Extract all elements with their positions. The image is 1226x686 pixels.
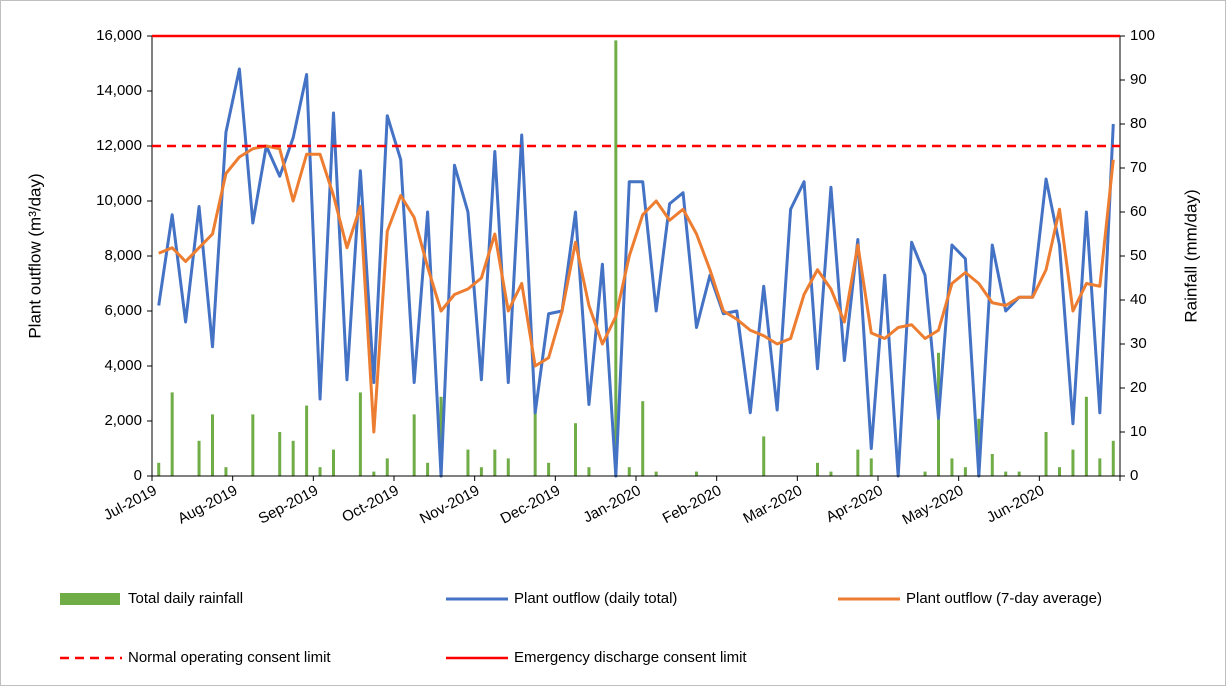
rain-bar (574, 423, 577, 476)
rain-bar (627, 467, 631, 476)
rain-bar (291, 440, 295, 476)
rain-bar (990, 454, 994, 476)
rain-bar (950, 458, 954, 476)
rain-bar (157, 462, 161, 476)
rain-bar (856, 449, 860, 476)
rain-bar (466, 449, 470, 476)
legend-label: Emergency discharge consent limit (514, 649, 747, 666)
y-axis-label: Plant outflow (m³/day) (25, 173, 44, 338)
rain-bar (1084, 396, 1088, 476)
y-tick-label: 16,000 (96, 27, 142, 44)
y2-tick-label: 10 (1130, 423, 1147, 440)
rain-bar (439, 396, 443, 476)
rain-bar (587, 467, 591, 476)
rain-bar (533, 396, 537, 476)
y2-tick-label: 90 (1130, 71, 1147, 88)
rain-bar (224, 467, 228, 476)
y2-tick-label: 20 (1130, 379, 1147, 396)
legend-swatch (60, 593, 120, 605)
rain-bar (506, 458, 510, 476)
y-tick-label: 12,000 (96, 137, 142, 154)
legend-label: Total daily rainfall (128, 590, 243, 607)
legend-label: Plant outflow (daily total) (514, 590, 677, 607)
y2-axis-label: Rainfall (mm/day) (1181, 189, 1200, 322)
rain-bar (493, 449, 497, 476)
rain-bar (1058, 467, 1061, 476)
rain-bar (614, 40, 618, 477)
rain-bar (278, 432, 282, 476)
rain-bar (977, 418, 981, 476)
rain-bar (641, 401, 645, 476)
y2-tick-label: 50 (1130, 247, 1147, 264)
y2-tick-label: 40 (1130, 291, 1147, 308)
outflow-line (158, 144, 1115, 434)
rain-bar (372, 471, 376, 476)
rain-bar (547, 462, 551, 476)
rain-bar (816, 462, 819, 476)
rain-bar (251, 414, 255, 476)
rain-bar (1044, 432, 1048, 476)
rain-bar (170, 392, 174, 476)
rain-bar (762, 436, 766, 476)
rain-bar (1071, 449, 1075, 476)
rain-bar (654, 471, 658, 476)
rain-bar (305, 405, 309, 476)
rain-bar (358, 392, 362, 476)
legend-label: Plant outflow (7-day average) (906, 590, 1102, 607)
y2-tick-label: 100 (1130, 27, 1155, 44)
y2-tick-label: 30 (1130, 335, 1147, 352)
rain-bar (426, 462, 430, 476)
rain-bar (923, 471, 927, 476)
rain-bar (963, 467, 967, 476)
y2-tick-label: 80 (1130, 115, 1147, 132)
rain-bar (1098, 458, 1102, 476)
rain-bar (1017, 471, 1021, 476)
rain-bar (1111, 440, 1115, 476)
rain-bar (412, 414, 416, 476)
rain-bar (211, 414, 214, 476)
y-tick-label: 6,000 (104, 302, 142, 319)
rain-bar (197, 440, 201, 476)
rain-bar (332, 449, 335, 476)
y-tick-label: 4,000 (104, 357, 142, 374)
y2-tick-label: 0 (1130, 467, 1138, 484)
y-tick-label: 2,000 (104, 412, 142, 429)
rain-bar (829, 471, 833, 476)
rain-bar (318, 467, 322, 476)
rain-bar (1004, 471, 1008, 476)
y-tick-label: 10,000 (96, 192, 142, 209)
rain-bar (479, 467, 483, 476)
y-tick-label: 0 (134, 467, 142, 484)
rain-bar (385, 458, 389, 476)
outflow-line (157, 67, 1115, 478)
rain-bar (695, 471, 698, 476)
rain-bar (869, 458, 873, 476)
legend-label: Normal operating consent limit (128, 649, 331, 666)
y2-tick-label: 60 (1130, 203, 1147, 220)
y-tick-label: 14,000 (96, 82, 142, 99)
y2-tick-label: 70 (1130, 159, 1147, 176)
y-tick-label: 8,000 (104, 247, 142, 264)
